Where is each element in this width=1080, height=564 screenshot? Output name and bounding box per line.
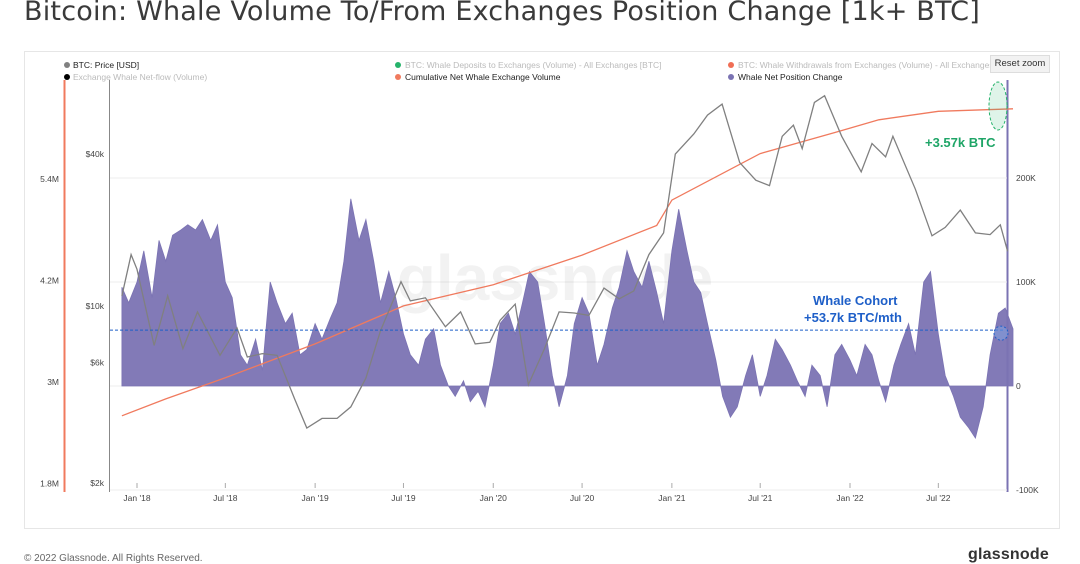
y-left-inner-tick-label: $6k — [90, 357, 104, 367]
reset-zoom-button[interactable]: Reset zoom — [990, 55, 1050, 73]
watermark: glassnode — [397, 242, 714, 314]
y-axes: -100K 0 100K 200K 1.8M 3M 4.2M 5.4M $2k $6k $10k $4… — [40, 149, 1039, 495]
area-layer — [121, 198, 1014, 439]
legend-label-netflow: Exchange Whale Net-flow (Volume) — [73, 72, 207, 82]
y-right-tick-label: 200K — [1016, 173, 1036, 183]
annotation-blue-value: +53.7k BTC/mth — [804, 310, 902, 325]
y-right-tick-label: 0 — [1016, 381, 1021, 391]
legend-label-position: Whale Net Position Change — [738, 72, 843, 82]
footer-copyright: © 2022 Glassnode. All Rights Reserved. — [24, 553, 203, 564]
x-tick-label: Jan '22 — [836, 493, 863, 503]
legend-item-cumulative[interactable]: Cumulative Net Whale Exchange Volume — [395, 72, 561, 82]
legend-item-deposits[interactable]: BTC: Whale Deposits to Exchanges (Volume… — [395, 60, 662, 70]
price-layer — [121, 94, 1009, 429]
legend-label-price: BTC: Price [USD] — [73, 60, 139, 70]
legend-label-deposits: BTC: Whale Deposits to Exchanges (Volume… — [405, 60, 662, 70]
x-tick-label: Jan '19 — [302, 493, 329, 503]
x-tick-label: Jan '18 — [123, 493, 150, 503]
x-tick-label: Jan '20 — [480, 493, 507, 503]
y-right-tick-label: -100K — [1016, 485, 1039, 495]
legend-item-position[interactable]: Whale Net Position Change — [728, 72, 843, 82]
series-line-cumulative — [121, 108, 1014, 417]
series-line-price — [121, 94, 1009, 429]
x-tick-label: Jul '22 — [926, 493, 951, 503]
legend-item-price[interactable]: BTC: Price [USD] — [64, 60, 139, 70]
x-tick-label: Jul '20 — [570, 493, 595, 503]
y-right-tick-label: 100K — [1016, 277, 1036, 287]
footer-brand: glassnode — [968, 546, 1049, 563]
y-left-outer-tick-label: 5.4M — [40, 174, 59, 184]
gridlines — [110, 177, 1007, 491]
legend-item-netflow[interactable]: Exchange Whale Net-flow (Volume) — [64, 72, 207, 82]
x-tick-label: Jul '18 — [213, 493, 238, 503]
y-left-inner-tick-label: $2k — [90, 478, 104, 488]
legend-label-withdrawals: BTC: Whale Withdrawals from Exchanges (V… — [738, 60, 1018, 70]
legend: BTC: Price [USD] BTC: Whale Deposits to … — [64, 60, 1018, 82]
annotation-blue-title: Whale Cohort — [813, 293, 898, 308]
x-tick-label: Jul '19 — [391, 493, 416, 503]
x-tick-label: Jan '21 — [658, 493, 685, 503]
series-area-whale-net-position — [121, 198, 1014, 439]
y-left-outer-tick-label: 1.8M — [40, 479, 59, 489]
x-tick-label: Jul '21 — [748, 493, 773, 503]
y-left-inner-tick-label: $40k — [86, 149, 105, 159]
x-axis: Jan '18 Jul '18 Jan '19 Jul '19 Jan '20 Jul '… — [123, 483, 951, 503]
y-left-inner-tick-label: $10k — [86, 301, 105, 311]
legend-item-withdrawals[interactable]: BTC: Whale Withdrawals from Exchanges (V… — [728, 60, 1018, 70]
reference-marker-circle — [993, 325, 1009, 341]
chart-title: Bitcoin: Whale Volume To/From Exchanges … — [24, 0, 980, 27]
y-left-outer-tick-label: 4.2M — [40, 276, 59, 286]
cumulative-layer — [121, 108, 1014, 417]
reference-layer — [110, 325, 1009, 341]
y-left-outer-tick-label: 3M — [47, 377, 59, 387]
annotation-green: +3.57k BTC — [925, 135, 996, 150]
legend-label-cumulative: Cumulative Net Whale Exchange Volume — [405, 72, 561, 82]
green-dashed-ellipse — [988, 81, 1008, 131]
